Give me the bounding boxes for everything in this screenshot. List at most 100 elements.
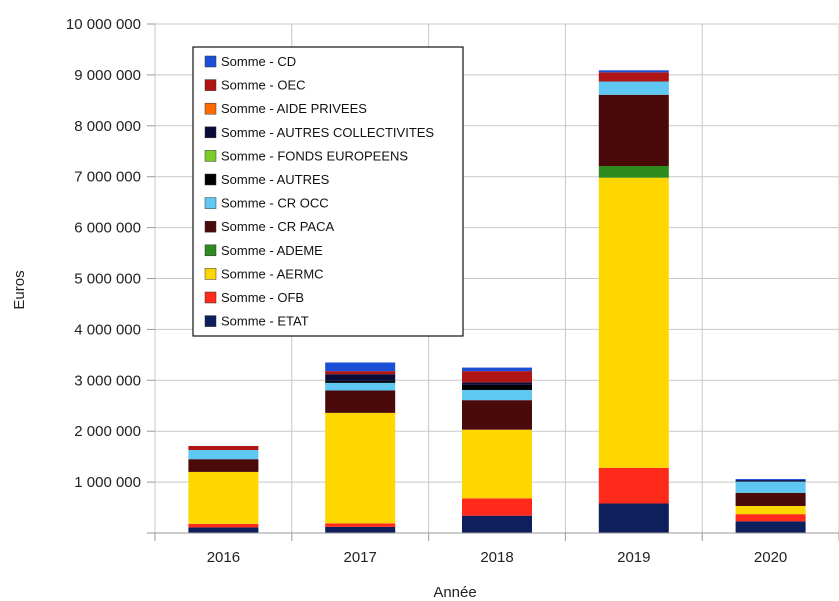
x-axis-title: Année [433, 584, 476, 601]
legend-item: Somme - AERMC [204, 266, 324, 281]
bar-segment [735, 492, 806, 507]
y-tick-label: 1 000 000 [74, 474, 141, 491]
bar-segment [325, 374, 396, 381]
legend-swatch [204, 55, 217, 68]
bar-segment [735, 506, 806, 515]
bar-segment [462, 382, 532, 385]
x-tick-label: 2019 [617, 549, 650, 566]
legend-item: Somme - CR PACA [204, 219, 334, 234]
bar-segment [188, 450, 259, 460]
legend-label: Somme - ADEME [221, 243, 323, 258]
bar-segment [462, 400, 532, 430]
legend-item: Somme - ADEME [204, 243, 323, 258]
legend-label: Somme - AUTRES [221, 172, 330, 187]
bar-segment [325, 390, 396, 413]
legend-label: Somme - ETAT [221, 314, 309, 329]
legend-item: Somme - AUTRES COLLECTIVITES [204, 125, 434, 140]
legend-box [192, 46, 464, 337]
bar-segment [735, 481, 806, 493]
bar-segment [325, 412, 396, 524]
bar-segment [188, 523, 259, 528]
bar-segment [598, 166, 669, 178]
legend-item: Somme - ETAT [204, 314, 309, 329]
bar-segment [462, 367, 532, 372]
y-axis-title: Euros [11, 270, 28, 309]
legend-item: Somme - OEC [204, 78, 306, 93]
legend-label: Somme - AUTRES COLLECTIVITES [221, 125, 434, 140]
legend-swatch [204, 197, 217, 209]
bar-segment [462, 384, 532, 390]
y-tick-label: 4 000 000 [74, 321, 141, 338]
legend-swatch [204, 173, 217, 186]
legend-swatch [204, 102, 217, 115]
legend-swatch [204, 315, 217, 327]
bar-segment [735, 479, 806, 481]
legend-label: Somme - FONDS EUROPEENS [221, 148, 408, 163]
bar-segment [325, 371, 396, 375]
bar-segment [598, 177, 669, 468]
bar-segment [188, 459, 259, 472]
legend-label: Somme - AIDE PRIVEES [221, 101, 367, 116]
bar-segment [598, 81, 669, 95]
legend: Somme - CD Somme - OEC Somme - AIDE PRIVEE… [192, 46, 464, 337]
bar-segment [325, 362, 396, 372]
bar-segment [735, 521, 806, 533]
x-tick-label: 2017 [344, 549, 377, 566]
y-tick-label: 10 000 000 [66, 16, 141, 33]
bar-segment [598, 94, 669, 167]
bar-segment [598, 70, 669, 73]
y-tick-label: 6 000 000 [74, 220, 141, 237]
legend-item: Somme - OFB [204, 290, 304, 305]
legend-item: Somme - AUTRES [204, 172, 330, 187]
legend-swatch [204, 126, 217, 139]
bar-segment [598, 503, 669, 533]
bar-segment [325, 382, 396, 391]
legend-swatch [204, 244, 217, 257]
legend-item: Somme - FONDS EUROPEENS [204, 148, 408, 163]
y-tick-label: 7 000 000 [74, 169, 141, 186]
bar-segment [188, 471, 259, 524]
y-tick-label: 9 000 000 [74, 67, 141, 84]
axes [147, 23, 839, 541]
y-tick-label: 3 000 000 [74, 372, 141, 389]
bar-segment [325, 380, 396, 383]
legend-label: Somme - CR OCC [221, 196, 329, 211]
legend-swatch [204, 79, 217, 91]
legend-item: Somme - AIDE PRIVEES [204, 101, 367, 116]
bar-stack-2019 [598, 70, 669, 533]
legend-swatch [204, 291, 217, 304]
legend-swatch [204, 150, 217, 162]
bar-stack-2016 [188, 445, 259, 533]
x-tick-label: 2020 [754, 549, 787, 566]
legend-label: Somme - CR PACA [221, 219, 334, 234]
bar-segment [735, 480, 806, 482]
bar-segment [735, 514, 806, 522]
legend-label: Somme - OFB [221, 290, 304, 305]
bar-segment [325, 526, 396, 533]
legend-label: Somme - OEC [221, 78, 306, 93]
legend-swatch [204, 220, 217, 233]
y-tick-label: 5 000 000 [74, 271, 141, 288]
legend-item: Somme - CR OCC [204, 196, 329, 211]
bar-segment [462, 515, 532, 533]
x-tick-labels: 2016 2017 2018 2019 2020 [207, 549, 788, 566]
bar-segment [598, 467, 669, 504]
y-tick-label: 2 000 000 [74, 423, 141, 440]
legend-swatch [204, 268, 217, 280]
legend-label: Somme - CD [221, 54, 296, 69]
y-tick-label: 8 000 000 [74, 118, 141, 135]
x-tick-label: 2018 [480, 549, 513, 566]
bars [188, 70, 806, 533]
bar-segment [462, 498, 532, 516]
bar-stack-2017 [325, 362, 396, 533]
bar-segment [462, 429, 532, 499]
bar-stack-2018 [462, 367, 532, 533]
x-tick-label: 2016 [207, 549, 240, 566]
bar-segment [462, 371, 532, 383]
bar-segment [598, 72, 669, 82]
legend-label: Somme - AERMC [221, 266, 324, 281]
bar-segment [462, 389, 532, 401]
bar-segment [188, 527, 259, 533]
bar-segment [188, 445, 259, 451]
